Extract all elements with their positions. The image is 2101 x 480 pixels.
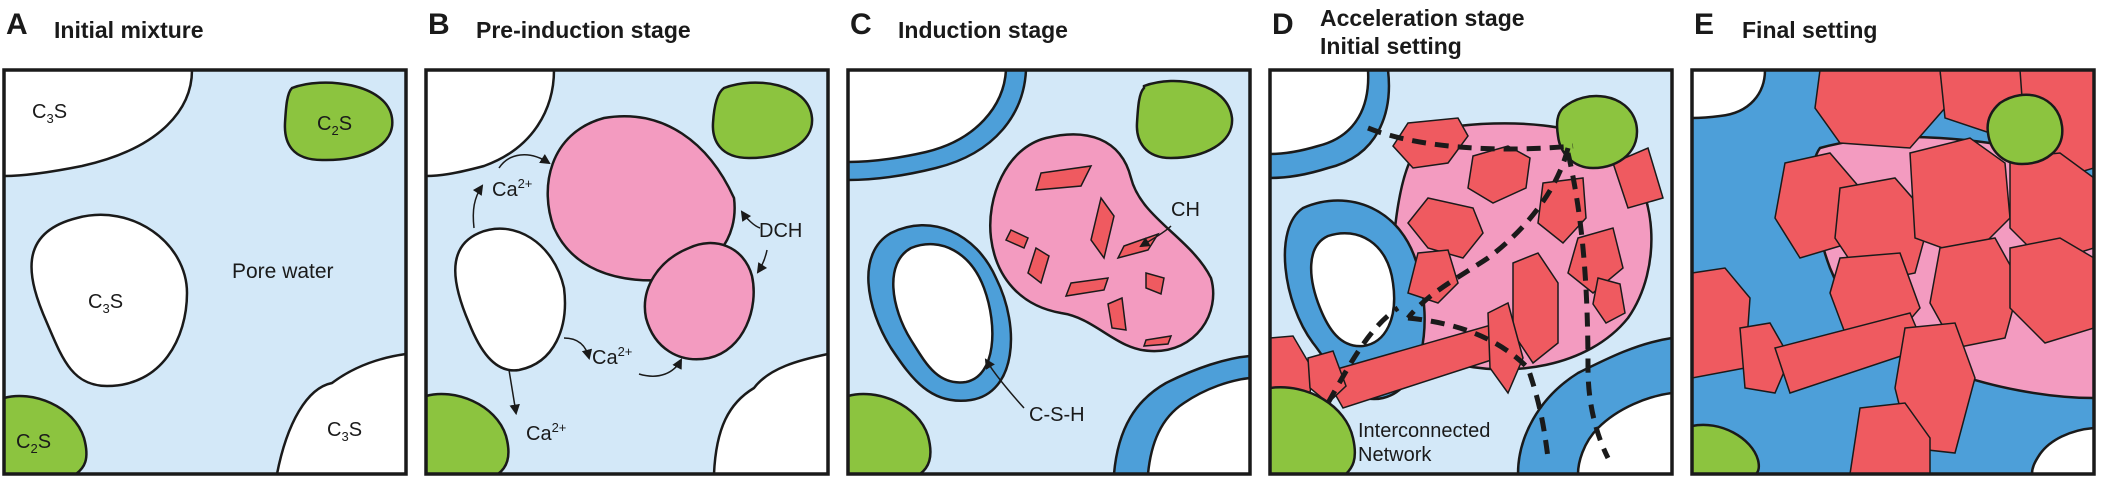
- c3s-grain: [2, 68, 194, 178]
- calcium-ion-label: Ca2+: [492, 176, 532, 201]
- panel-a-diagram: C3S C2S C3S C3S C2S Pore water: [2, 68, 408, 476]
- panel-d-letter: D: [1272, 8, 1294, 41]
- ch-crystal: [1407, 197, 1484, 259]
- c2s-label: C2S: [317, 113, 352, 138]
- panel-d-diagram: Interconnected Network: [1268, 68, 1674, 476]
- dch-label: DCH: [759, 220, 802, 242]
- ch-crystal: [1307, 350, 1347, 405]
- panel-a-title: Initial mixture: [54, 17, 204, 43]
- calcium-ion-label: Ca2+: [526, 420, 566, 445]
- dissolution-arrow: [638, 358, 682, 377]
- c3s-label: C3S: [327, 419, 362, 444]
- ch-crystal: [1027, 246, 1050, 285]
- c3s-grain: [275, 352, 408, 476]
- dch-pointer-arrow: [740, 210, 761, 229]
- interconnected-network: [1325, 125, 1611, 460]
- csh-label: C-S-H: [1029, 404, 1085, 426]
- panel-e-title: Final setting: [1742, 17, 1878, 43]
- c3s-grain: [424, 68, 556, 178]
- c2s-grain: [711, 81, 814, 160]
- network-link: [1565, 152, 1611, 460]
- panel-frame: [424, 68, 830, 476]
- c2s-grain: [1986, 93, 2064, 166]
- ch-crystal: [1849, 402, 1931, 475]
- panel-e-letter: E: [1694, 8, 1715, 41]
- c3s-grain: [712, 352, 830, 476]
- dissolution-arrow: [472, 184, 484, 229]
- ch-label: CH: [1171, 199, 1200, 221]
- panel-frame: [1268, 68, 1674, 476]
- dissolution-arrow: [563, 337, 593, 361]
- ch-crystal: [1004, 229, 1029, 250]
- panel-b-diagram: Ca2+ Ca2+ Ca2+ DCH: [424, 68, 830, 476]
- ch-crystal: [1064, 277, 1110, 297]
- dch-phase: [643, 241, 755, 361]
- panel-e-diagram: [1690, 68, 2096, 476]
- c3s-grain: [846, 68, 1008, 164]
- dch-pointer-arrow: [756, 249, 768, 274]
- c3s-grain: [1146, 376, 1252, 476]
- ch-crystal: [1090, 196, 1115, 260]
- ch-pointer-arrow: [1139, 225, 1172, 248]
- c2s-label: C2S: [16, 431, 51, 456]
- panel-frame: [2, 68, 408, 476]
- network-link: [1325, 305, 1400, 405]
- dissolution-arrow: [498, 154, 551, 169]
- ch-crystal: [1592, 277, 1626, 324]
- ch-crystal: [1392, 117, 1469, 169]
- ch-crystal: [1929, 237, 2021, 349]
- c2s-grain: [1135, 79, 1234, 160]
- c3s-grain: [454, 227, 567, 372]
- ch-crystal: [1739, 322, 1791, 394]
- panel-c-letter: C: [850, 8, 872, 41]
- network-label-line2: Network: [1358, 444, 1432, 466]
- panel-d-title: Acceleration stage Initial setting: [1320, 4, 1525, 60]
- c3s-grain: [892, 243, 994, 384]
- c2s-grain: [2, 394, 88, 476]
- ch-crystal: [1407, 249, 1459, 304]
- c2s-grain: [424, 392, 510, 476]
- network-label-line1: Interconnected: [1358, 420, 1490, 442]
- c3s-grain: [1310, 231, 1396, 348]
- panel-a-letter: A: [6, 8, 28, 41]
- panel-c-diagram: CH C-S-H: [846, 68, 1252, 476]
- calcium-ion-label: Ca2+: [592, 344, 632, 369]
- c3s-grain: [1690, 68, 1767, 120]
- panel-d-title-line1: Acceleration stage: [1320, 5, 1525, 31]
- ch-crystal: [1034, 165, 1093, 191]
- panel-b-letter: B: [428, 8, 450, 41]
- panel-frame: [1690, 68, 2096, 476]
- ch-crystal: [1145, 272, 1165, 296]
- ch-crystal: [1612, 146, 1664, 209]
- c3s-grain: [1268, 68, 1370, 156]
- c2s-grain: [283, 81, 394, 162]
- ch-crystal: [1107, 296, 1127, 331]
- csh-pointer-arrow: [984, 358, 1025, 409]
- network-link: [1407, 315, 1551, 459]
- panel-c-title: Induction stage: [898, 17, 1068, 43]
- ch-crystal: [1142, 335, 1173, 347]
- pore-water-label: Pore water: [232, 260, 334, 283]
- panel-frame: [846, 68, 1252, 476]
- c2s-grain: [1268, 386, 1357, 476]
- network-link: [1367, 125, 1574, 152]
- c3s-label: C3S: [32, 101, 67, 126]
- c2s-grain: [846, 392, 932, 476]
- c3s-grain: [30, 213, 189, 388]
- dissolution-arrow: [508, 369, 520, 416]
- panel-d-title-line2: Initial setting: [1320, 33, 1462, 59]
- panel-b-title: Pre-induction stage: [476, 17, 691, 43]
- network-link: [1406, 147, 1571, 320]
- c2s-grain: [1555, 94, 1639, 170]
- ch-crystal: [1467, 145, 1531, 204]
- c3s-label: C3S: [88, 291, 123, 316]
